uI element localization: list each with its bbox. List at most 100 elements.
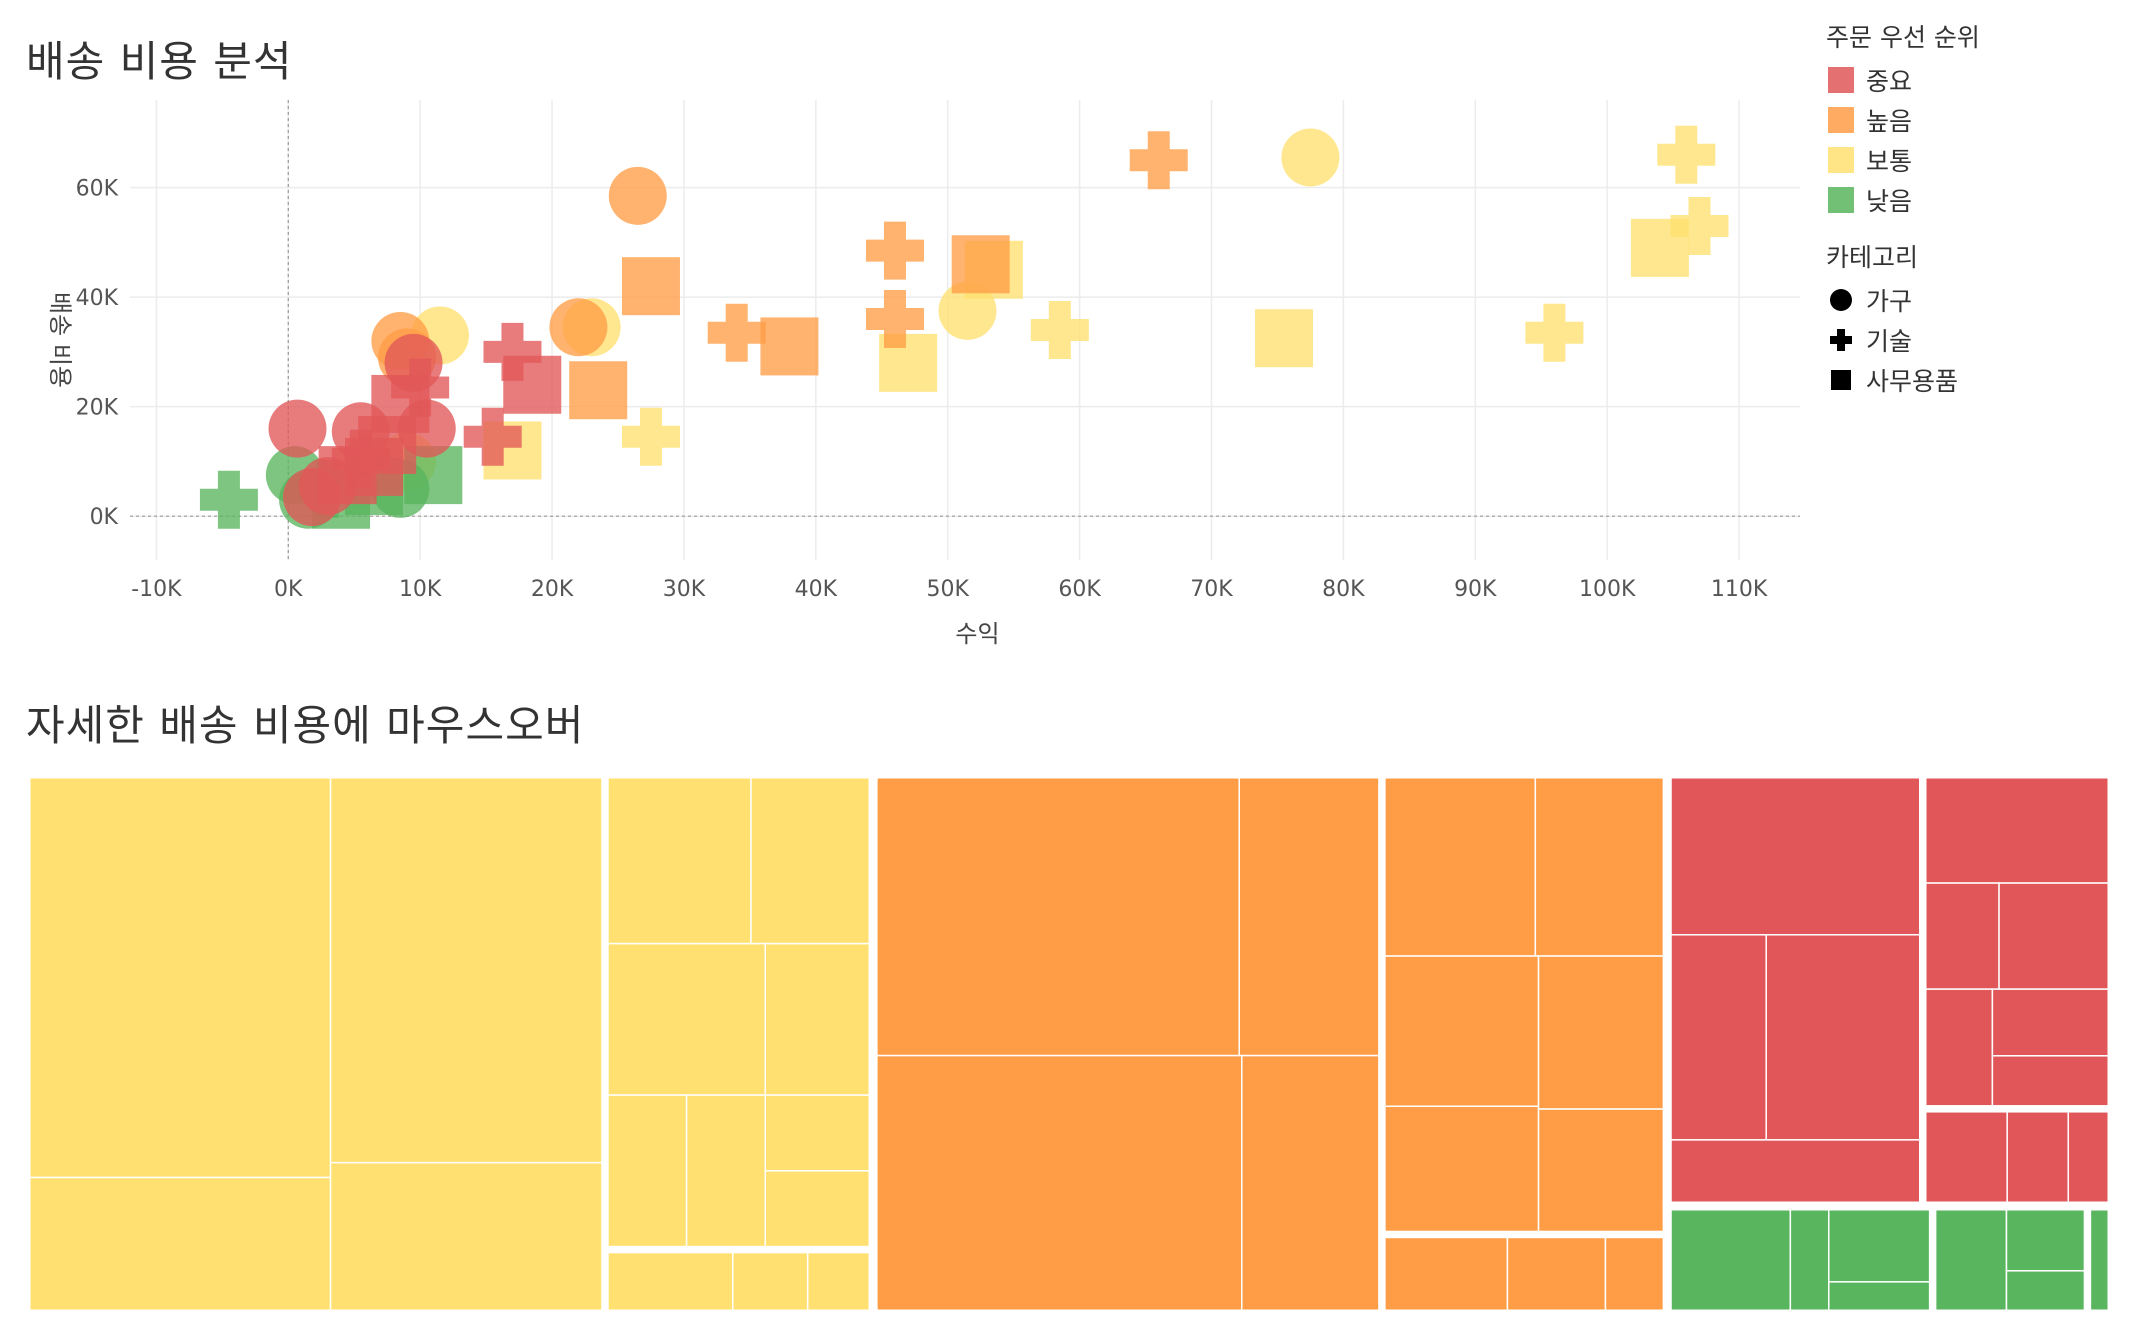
scatter-point[interactable] bbox=[608, 166, 667, 225]
treemap-cell[interactable] bbox=[1238, 776, 1380, 1057]
x-tick-label: 100K bbox=[1579, 577, 1636, 602]
x-tick-label: 110K bbox=[1711, 577, 1768, 602]
treemap-cell[interactable] bbox=[764, 1170, 871, 1248]
scatter-point[interactable] bbox=[483, 322, 542, 381]
priority-legend-label: 중요 bbox=[1866, 67, 1913, 96]
scatter-point[interactable] bbox=[951, 235, 1010, 294]
scatter-point[interactable] bbox=[1657, 125, 1716, 184]
treemap-cell[interactable] bbox=[2067, 1111, 2110, 1204]
scatter-point[interactable] bbox=[621, 257, 680, 316]
scatter-point[interactable] bbox=[1129, 131, 1188, 190]
category-legend-item[interactable]: 기술 bbox=[1826, 320, 2126, 360]
treemap-cell[interactable] bbox=[607, 1094, 688, 1248]
treemap-cell[interactable] bbox=[1506, 1236, 1607, 1312]
treemap-cell[interactable] bbox=[875, 1054, 1243, 1312]
treemap-cell[interactable] bbox=[732, 1251, 809, 1312]
treemap-cell[interactable] bbox=[1534, 776, 1666, 957]
treemap-cell[interactable] bbox=[1925, 882, 2000, 990]
treemap-cell[interactable] bbox=[1384, 1105, 1540, 1233]
y-tick-label: 60K bbox=[76, 177, 119, 202]
scatter-point[interactable] bbox=[938, 281, 997, 340]
treemap-title: 자세한 배송 비용에 마우스오버 bbox=[26, 701, 585, 750]
scatter-point[interactable] bbox=[268, 399, 327, 458]
treemap-cell[interactable] bbox=[750, 776, 871, 945]
scatter-point[interactable] bbox=[1255, 309, 1314, 368]
category-legend-item[interactable]: 가구 bbox=[1826, 280, 2126, 320]
scatter-point[interactable] bbox=[463, 407, 522, 466]
treemap-cell[interactable] bbox=[1537, 955, 1666, 1110]
treemap-cell[interactable] bbox=[1765, 934, 1921, 1141]
treemap-cell[interactable] bbox=[1537, 1108, 1666, 1233]
scatter-point[interactable] bbox=[1670, 196, 1729, 255]
x-tick-label: 30K bbox=[663, 577, 706, 602]
scatter-point[interactable] bbox=[1281, 128, 1340, 187]
treemap-cell[interactable] bbox=[28, 776, 332, 1179]
treemap-cell[interactable] bbox=[1384, 776, 1537, 957]
treemap-cell[interactable] bbox=[1828, 1281, 1931, 1312]
scatter-point[interactable] bbox=[199, 470, 258, 529]
square-icon bbox=[1831, 370, 1851, 390]
treemap-cell[interactable] bbox=[1789, 1208, 1830, 1312]
treemap-group bbox=[868, 774, 1672, 1314]
treemap-cell[interactable] bbox=[2006, 1111, 2070, 1204]
category-legend-item[interactable]: 사무용품 bbox=[1826, 360, 2126, 400]
scatter-point[interactable] bbox=[865, 221, 924, 280]
shipping-cost-treemap[interactable] bbox=[26, 774, 2112, 1314]
treemap-cell[interactable] bbox=[1828, 1208, 1931, 1283]
treemap-cell[interactable] bbox=[1669, 1208, 1792, 1312]
treemap-cell[interactable] bbox=[607, 942, 766, 1096]
treemap-cell[interactable] bbox=[1925, 1111, 2008, 1204]
treemap-cell[interactable] bbox=[1669, 776, 1921, 936]
scatter-point[interactable] bbox=[569, 361, 628, 420]
treemap-cell[interactable] bbox=[764, 1094, 871, 1172]
treemap-cell[interactable] bbox=[1604, 1236, 1666, 1312]
treemap-cell[interactable] bbox=[607, 776, 752, 945]
scatter-point[interactable] bbox=[1525, 303, 1584, 362]
scatter-point[interactable] bbox=[503, 355, 562, 414]
legend: 주문 우선 순위 중요 높음 보통 낮음 카테고리 가구 기술 사무용품 bbox=[1826, 18, 2126, 400]
treemap-cell[interactable] bbox=[1991, 1055, 2110, 1107]
x-tick-label: 80K bbox=[1322, 577, 1365, 602]
scatter-point[interactable] bbox=[707, 303, 766, 362]
treemap-cell[interactable] bbox=[2089, 1208, 2110, 1312]
y-tick-label: 40K bbox=[76, 286, 119, 311]
treemap-cell[interactable] bbox=[685, 1094, 766, 1248]
scatter-point[interactable] bbox=[549, 298, 608, 357]
x-tick-label: 20K bbox=[531, 577, 574, 602]
treemap-cell[interactable] bbox=[2005, 1270, 2086, 1312]
treemap-cell[interactable] bbox=[329, 1161, 603, 1312]
priority-legend-label: 낮음 bbox=[1866, 187, 1913, 216]
treemap-cell[interactable] bbox=[806, 1251, 871, 1312]
treemap-cell[interactable] bbox=[1669, 934, 1767, 1141]
treemap-cell[interactable] bbox=[764, 942, 871, 1096]
scatter-point[interactable] bbox=[865, 290, 924, 349]
scatter-point[interactable] bbox=[1030, 301, 1089, 359]
treemap-cell[interactable] bbox=[1991, 988, 2110, 1057]
treemap-cell[interactable] bbox=[1384, 955, 1540, 1108]
priority-legend-item[interactable]: 낮음 bbox=[1826, 180, 2126, 220]
x-tick-label: 60K bbox=[1058, 577, 1101, 602]
treemap-cell[interactable] bbox=[1925, 988, 1994, 1107]
treemap-cell[interactable] bbox=[2005, 1208, 2086, 1272]
priority-legend-label: 높음 bbox=[1866, 107, 1913, 136]
treemap-cell[interactable] bbox=[1384, 1236, 1509, 1312]
scatter-point[interactable] bbox=[760, 317, 819, 376]
treemap-cell[interactable] bbox=[1241, 1054, 1380, 1312]
treemap-cell[interactable] bbox=[28, 1176, 332, 1312]
shipping-cost-scatter-chart[interactable]: -10K 0K 10K 20K 30K 40K 50K 60K 70K 80K 90K 100K 110… bbox=[0, 0, 1800, 660]
treemap-cell[interactable] bbox=[329, 776, 603, 1164]
scatter-point[interactable] bbox=[1630, 218, 1689, 277]
circle-icon bbox=[1830, 289, 1852, 311]
priority-legend-item[interactable]: 보통 bbox=[1826, 140, 2126, 180]
scatter-point[interactable] bbox=[621, 407, 680, 466]
treemap-cell[interactable] bbox=[1998, 882, 2110, 990]
priority-legend-item[interactable]: 중요 bbox=[1826, 60, 2126, 100]
treemap-cell[interactable] bbox=[1669, 1139, 1921, 1204]
treemap-cell[interactable] bbox=[875, 776, 1240, 1057]
treemap-cell[interactable] bbox=[1925, 776, 2110, 884]
priority-legend-item[interactable]: 높음 bbox=[1826, 100, 2126, 140]
scatter-point[interactable] bbox=[283, 468, 342, 527]
treemap-cell[interactable] bbox=[1934, 1208, 2008, 1312]
x-tick-label: 70K bbox=[1190, 577, 1233, 602]
treemap-cell[interactable] bbox=[607, 1251, 734, 1312]
